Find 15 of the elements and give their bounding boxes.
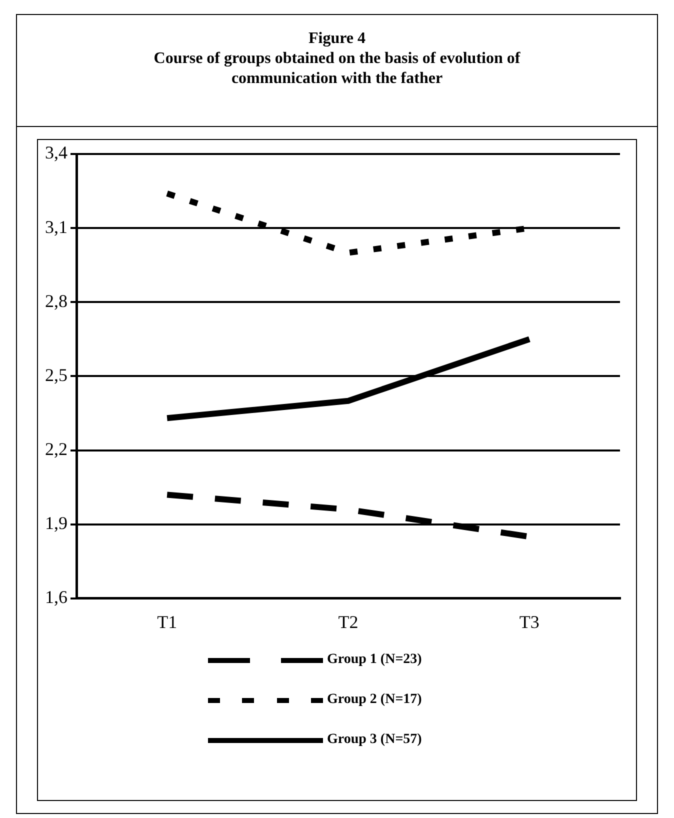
y-tick-label: 2,8 — [45, 290, 68, 311]
y-tick-label: 1,6 — [45, 587, 68, 608]
chart-subtitle: Course of groups obtained on the basis of evolution of communication with the father — [152, 49, 522, 89]
y-tick-label: 3,1 — [45, 216, 68, 237]
y-tick-label: 2,2 — [45, 439, 68, 459]
legend-label: Group 2 (N=17) — [327, 692, 422, 708]
legend-label: Group 3 (N=57) — [327, 732, 422, 748]
y-tick-label: 1,9 — [45, 513, 68, 534]
x-tick-label: T2 — [338, 612, 358, 632]
y-tick-label: 3,4 — [45, 142, 68, 163]
y-tick-label: 2,5 — [45, 364, 68, 385]
x-tick-label: T1 — [157, 612, 178, 632]
legend-label: Group 1 (N=23) — [327, 652, 422, 668]
chart-title: Figure 4 — [307, 29, 367, 49]
x-tick-label: T3 — [519, 612, 540, 632]
